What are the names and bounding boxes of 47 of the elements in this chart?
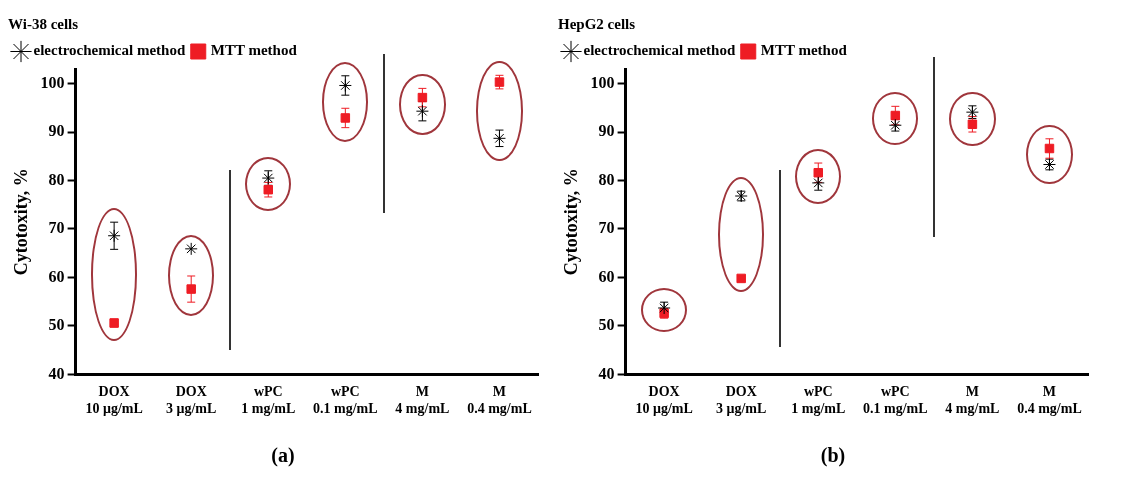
y-tick-label: 100 [40, 73, 65, 91]
point [184, 242, 198, 256]
legend-label: MTT method [210, 42, 298, 59]
point [813, 168, 824, 178]
x-tick-label: wPC 1 mg/mL [241, 384, 296, 417]
x-tick-label: wPC 0.1 mg/mL [313, 384, 378, 417]
y-tick-label: 50 [48, 316, 65, 334]
legend-label: MTT method [760, 42, 848, 59]
point [1044, 143, 1055, 154]
point [340, 113, 351, 123]
legend-label: electrochemical method [33, 42, 186, 59]
point [736, 273, 746, 284]
x-tick-label: M 0.4 mg/mL [467, 384, 532, 417]
point [186, 284, 196, 294]
y-tick-label: 50 [598, 316, 615, 334]
x-tick-label: DOX 10 μg/mL [635, 384, 693, 417]
y-tick-label: 40 [48, 364, 65, 382]
point [417, 92, 428, 103]
point [338, 78, 352, 92]
y-tick-label: 80 [598, 170, 615, 188]
text: (a) [270, 444, 296, 467]
y-tick-label: 90 [598, 122, 615, 140]
y-tick-label: 70 [598, 219, 615, 237]
legend-label: electrochemical method [583, 42, 736, 59]
point [890, 110, 901, 121]
x-tick-label: M 4 mg/mL [945, 384, 1000, 417]
point [415, 104, 429, 118]
point [107, 229, 121, 243]
y-tick-label: 60 [598, 267, 615, 285]
y-tick-label: 40 [598, 364, 615, 382]
x-tick-label: DOX 3 μg/mL [166, 384, 217, 417]
y-axis-title: Cytotoxity, % [11, 168, 32, 276]
chart-title: Wi-38 cells [8, 15, 79, 32]
text: (b) [819, 444, 847, 467]
x-tick-label: M 0.4 mg/mL [1017, 384, 1082, 417]
x-tick-label: DOX 10 μg/mL [85, 384, 143, 417]
y-tick-label: 100 [590, 73, 615, 91]
x-tick-label: DOX 3 μg/mL [716, 384, 767, 417]
y-axis-title: Cytotoxity, % [561, 168, 582, 276]
x-tick-label: wPC 1 mg/mL [791, 384, 846, 417]
y-tick-label: 90 [48, 122, 65, 140]
x-tick-label: wPC 0.1 mg/mL [863, 384, 928, 417]
y-tick-label: 80 [48, 170, 65, 188]
chart-title: HepG2 cells [558, 15, 636, 32]
x-tick-label: M 4 mg/mL [395, 384, 450, 417]
y-tick-label: 70 [48, 219, 65, 237]
y-tick-label: 60 [48, 267, 65, 285]
